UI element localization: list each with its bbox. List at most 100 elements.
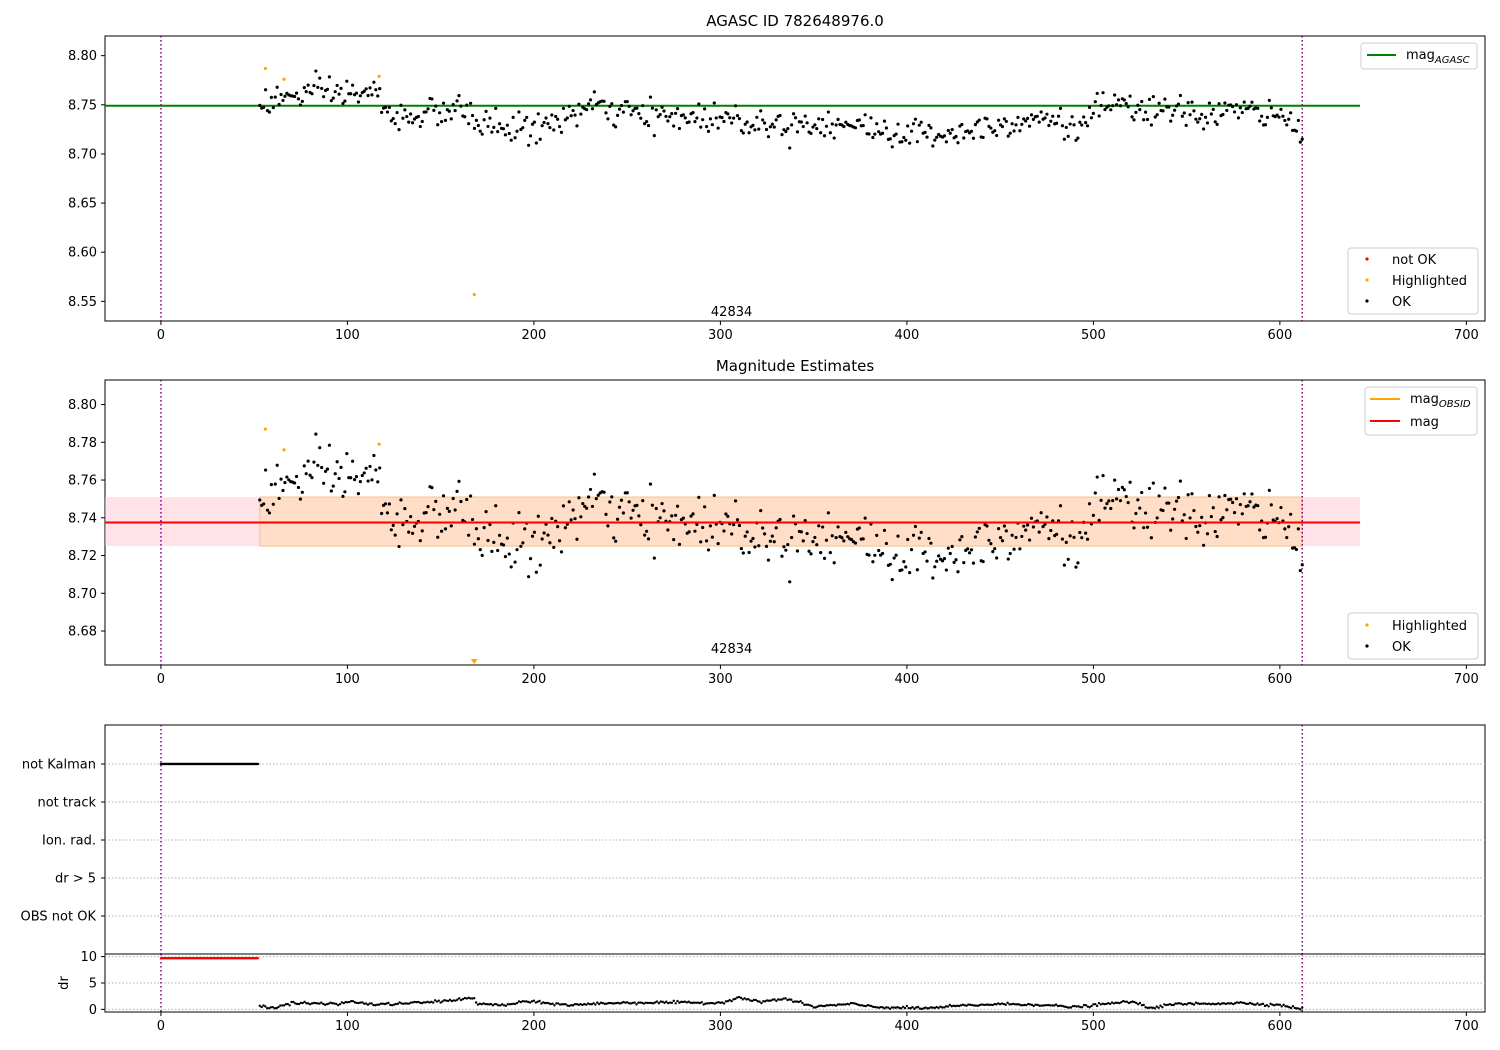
ok-point <box>1039 511 1043 515</box>
ok-point <box>459 499 463 504</box>
ok-point <box>567 500 571 504</box>
ok-point <box>503 554 508 559</box>
ok-point <box>548 126 552 130</box>
dr-point <box>1205 1002 1209 1006</box>
dr-point <box>1122 999 1125 1003</box>
dr-point <box>1062 1005 1065 1008</box>
dr-point <box>754 998 758 1002</box>
ok-point <box>387 502 391 506</box>
ok-point <box>1143 511 1148 515</box>
ok-point <box>327 75 332 79</box>
ok-point <box>716 126 720 130</box>
ok-point <box>929 541 933 545</box>
dr-point <box>349 999 353 1003</box>
dr-point <box>474 1001 478 1004</box>
dr-point <box>821 1004 825 1008</box>
dr-point <box>308 1003 312 1006</box>
dr-point <box>348 1000 351 1004</box>
ok-point <box>809 131 813 136</box>
ok-point <box>376 94 380 98</box>
dr-point <box>627 1002 631 1005</box>
dr-point <box>437 999 441 1002</box>
ok-point <box>424 510 428 515</box>
ok-point <box>1027 124 1032 128</box>
ok-point <box>975 530 979 534</box>
dr-point <box>862 1004 866 1008</box>
ok-point <box>351 459 355 463</box>
ok-point <box>1169 119 1173 123</box>
dr-point <box>605 1002 608 1005</box>
x-tick-label: 500 <box>1081 672 1106 687</box>
dr-point <box>1235 1001 1239 1004</box>
ok-point <box>1263 123 1268 127</box>
magnitude-obsid-annotation: 42834 <box>711 642 752 657</box>
ok-point <box>683 116 687 120</box>
ok-point <box>735 518 740 522</box>
ok-point <box>596 493 600 497</box>
ok-point <box>925 559 929 563</box>
ok-point <box>933 138 937 142</box>
ok-point <box>438 111 442 115</box>
ok-point <box>441 101 446 105</box>
dr-point <box>450 999 454 1003</box>
ok-point <box>1093 491 1097 495</box>
ok-point <box>1049 528 1053 533</box>
ok-point <box>1229 497 1233 501</box>
dr-point <box>849 1001 853 1005</box>
dr-point <box>547 1002 551 1005</box>
dr-point <box>1239 1000 1242 1004</box>
ok-point <box>768 125 772 129</box>
dr-point <box>359 1001 362 1004</box>
dr-point <box>426 1000 429 1003</box>
ok-point <box>527 575 531 579</box>
ok-point <box>331 484 335 488</box>
ok-point <box>807 549 811 553</box>
ok-point <box>826 511 830 515</box>
ok-point <box>391 116 395 121</box>
dr-point <box>577 1003 580 1007</box>
dr-point <box>782 997 786 1000</box>
ok-point <box>368 86 372 90</box>
dr-point <box>458 997 461 1000</box>
ok-point <box>853 541 858 545</box>
ok-point <box>556 525 560 529</box>
ok-point <box>877 130 881 134</box>
agasc-plot-content: 0 100 200 300 400 500 600 7008.558.608.658.708.… <box>68 36 1479 343</box>
ok-point <box>1027 538 1032 542</box>
dr-point <box>264 1005 267 1008</box>
ok-point <box>1192 109 1196 113</box>
ok-point <box>966 547 970 551</box>
x-tick-label: 200 <box>522 672 547 687</box>
dr-point <box>832 1003 836 1007</box>
ok-point <box>761 118 765 122</box>
ok-point <box>625 99 629 104</box>
dr-point <box>288 1004 291 1007</box>
ok-point <box>977 118 981 122</box>
dr-point <box>456 998 459 1001</box>
dr-point <box>1280 1005 1283 1008</box>
highlighted-point <box>263 66 267 71</box>
dr-point <box>1045 1003 1048 1007</box>
ok-point <box>1149 536 1153 540</box>
dr-point <box>801 1001 804 1005</box>
ok-point <box>527 143 531 147</box>
magnitude-plot-content: 0 100 200 300 400 500 600 7008.688.708.728.748.… <box>68 380 1479 687</box>
ok-point <box>973 123 977 127</box>
dr-point <box>997 1002 1000 1005</box>
dr-point <box>601 1001 605 1005</box>
ok-point <box>1116 98 1121 102</box>
ok-point <box>1012 129 1016 133</box>
dr-point <box>749 999 752 1002</box>
ok-point <box>552 128 556 132</box>
dr-point <box>555 1002 558 1005</box>
ok-point <box>946 128 950 133</box>
ok-point <box>1205 121 1210 125</box>
ok-point <box>1155 516 1159 520</box>
ok-point <box>658 113 662 117</box>
dr-point <box>1036 1003 1039 1007</box>
ok-point <box>1178 93 1182 98</box>
ok-point <box>840 536 844 540</box>
ok-point <box>565 116 569 120</box>
dr-point <box>301 1001 304 1005</box>
ok-point <box>747 131 751 135</box>
